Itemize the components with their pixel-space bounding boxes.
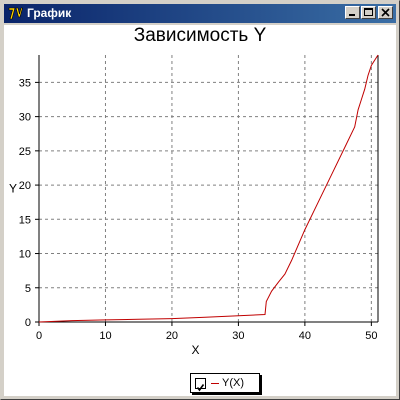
y-tick-label: 20: [19, 180, 31, 192]
x-tick-label: 50: [365, 330, 377, 342]
window-title: График: [27, 6, 72, 20]
y-tick-label: 35: [19, 77, 31, 89]
y-axis-label: Y: [9, 182, 17, 196]
y-tick-label: 0: [25, 317, 31, 329]
legend-series-swatch: [211, 383, 219, 384]
y-tick-label: 25: [19, 146, 31, 158]
x-tick-label: 40: [299, 330, 311, 342]
chart-title: Зависимость Y: [133, 25, 267, 46]
x-axis-label: X: [191, 343, 199, 357]
close-icon: [381, 8, 390, 17]
maximize-button[interactable]: [361, 6, 376, 19]
checkmark-icon: [196, 384, 205, 392]
y-tick-label: 5: [25, 283, 31, 295]
close-button[interactable]: [378, 6, 393, 19]
minimize-button[interactable]: [345, 6, 360, 19]
legend[interactable]: Y(X): [190, 373, 260, 393]
x-tick-label: 20: [166, 330, 178, 342]
x-tick-label: 0: [36, 330, 42, 342]
legend-checkbox[interactable]: [195, 378, 206, 392]
x-tick-label: 10: [99, 330, 111, 342]
chart-area: Зависимость Y 0 10 20 30 40 50 0 5 10 15 20 25 30 35 X…: [4, 25, 396, 396]
series-line: [38, 54, 379, 323]
title-bar[interactable]: График: [4, 4, 396, 23]
plot-canvas: 0 10 20 30 40 50 0 5 10 15 20 25 30 35 X Y: [9, 54, 379, 357]
y-tick-label: 15: [19, 214, 31, 226]
legend-series-label: Y(X): [222, 377, 244, 389]
x-tick-label: 30: [232, 330, 244, 342]
y-tick-label: 30: [19, 112, 31, 124]
minimize-icon: [349, 14, 355, 16]
y-tick-label: 10: [19, 249, 31, 261]
app-logo-icon: [7, 5, 23, 21]
maximize-icon: [364, 8, 373, 16]
